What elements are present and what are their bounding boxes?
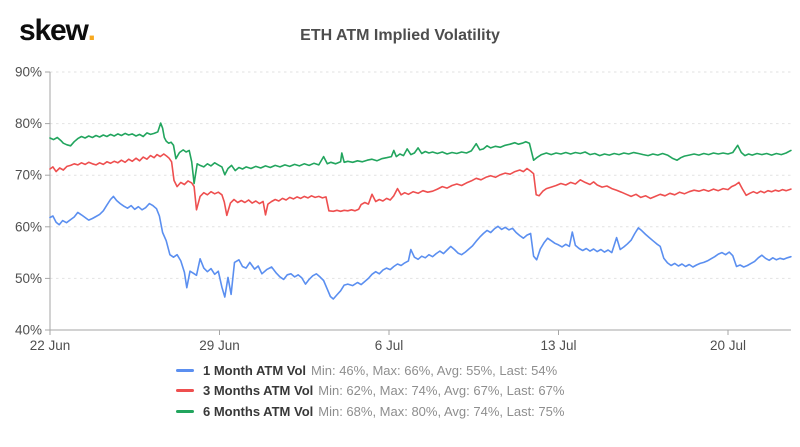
skew-logo-text: skew [19,14,89,47]
legend-item-6-months[interactable]: 6 Months ATM Vol Min: 68%, Max: 80%, Avg… [176,401,564,422]
legend-swatch-1-month-icon [176,368,194,372]
skew-logo-dot: . [87,14,96,47]
chart-title: ETH ATM Implied Volatility [300,27,500,44]
legend-label-3-months: 3 Months ATM Vol [203,383,314,399]
x-axis-label-22-Jun: 22 Jun [30,338,71,353]
series-line-1-month-atm-vol [49,195,792,300]
legend-stats-1-month: Min: 46%, Max: 66%, Avg: 55%, Last: 54% [311,362,558,378]
y-axis-label-70: 70% [15,168,42,183]
chart-legend: 1 Month ATM Vol Min: 46%, Max: 66%, Avg:… [176,360,564,422]
legend-item-1-month[interactable]: 1 Month ATM Vol Min: 46%, Max: 66%, Avg:… [176,360,564,381]
legend-stats-3-months: Min: 62%, Max: 74%, Avg: 67%, Last: 67% [318,383,565,399]
legend-stats-6-months: Min: 68%, Max: 80%, Avg: 74%, Last: 75% [318,403,565,419]
y-axis-label-90: 90% [15,65,42,80]
series-line-6-months-atm-vol [49,122,792,185]
y-axis-label-80: 80% [15,116,42,131]
x-axis-label-29-Jun: 29 Jun [199,338,240,353]
skew-logo[interactable]: skew. [19,14,96,48]
x-axis-label-13-Jul: 13 Jul [540,338,576,353]
plot-area[interactable] [50,72,791,330]
series-line-3-months-atm-vol [49,153,792,217]
y-axis-label-40: 40% [15,323,42,338]
y-axis-label-60: 60% [15,219,42,234]
legend-label-6-months: 6 Months ATM Vol [203,403,314,419]
x-axis-label-20-Jul: 20 Jul [710,338,746,353]
legend-item-3-months[interactable]: 3 Months ATM Vol Min: 62%, Max: 74%, Avg… [176,381,564,402]
legend-label-1-month: 1 Month ATM Vol [203,362,307,378]
y-axis-label-50: 50% [15,271,42,286]
legend-swatch-3-months-icon [176,389,194,393]
x-axis-label-6-Jul: 6 Jul [375,338,404,353]
legend-swatch-6-months-icon [176,409,194,413]
